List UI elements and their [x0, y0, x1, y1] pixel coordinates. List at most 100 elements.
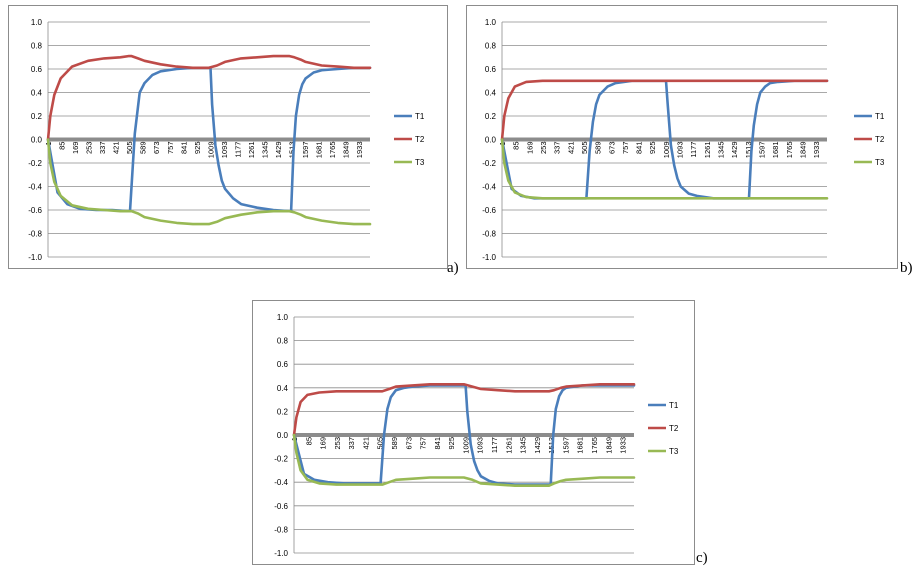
x-tick-label-c: 505	[376, 437, 385, 450]
legend-label-t2-c: T2	[669, 424, 679, 433]
x-tick-label-c: 841	[433, 437, 442, 450]
x-tick-label-c: 589	[390, 437, 399, 450]
x-tick-label-c: 253	[333, 437, 342, 450]
y-tick-label-c: -0.6	[274, 502, 288, 511]
panel-label-a: a)	[447, 260, 459, 276]
y-tick-label-a: -0.2	[28, 159, 42, 168]
x-tick-label-b: 337	[553, 142, 562, 155]
x-tick-label-a: 1765	[328, 142, 337, 159]
y-tick-label-c: 0.4	[277, 384, 289, 393]
x-tick-label-b: 1765	[785, 142, 794, 159]
x-tick-label-a: 1093	[220, 142, 229, 159]
y-tick-label-a: -0.6	[28, 206, 42, 215]
x-tick-label-b: 1009	[662, 142, 671, 159]
series-line-t2-b	[500, 79, 829, 141]
x-tick-label-b: 1933	[812, 142, 821, 159]
x-tick-label-b: 1513	[744, 142, 753, 159]
y-tick-label-a: 0.0	[31, 136, 43, 145]
x-tick-label-b: 1177	[689, 142, 698, 158]
x-tick-label-b: 1597	[757, 142, 766, 159]
x-tick-label-b: 757	[621, 142, 630, 155]
x-tick-label-c: 1345	[519, 437, 528, 454]
x-tick-label-a: 85	[58, 142, 67, 150]
y-tick-label-a: -0.4	[28, 183, 42, 192]
x-tick-label-a: 505	[125, 142, 134, 155]
x-tick-label-a: 337	[98, 142, 107, 155]
y-tick-label-c: -1.0	[274, 549, 288, 558]
x-tick-label-a: 1513	[288, 142, 297, 159]
x-tick-label-c: 1093	[476, 437, 485, 454]
y-tick-label-b: -0.6	[482, 206, 496, 215]
x-tick-label-a: 1345	[260, 142, 269, 159]
x-tick-label-c: 925	[447, 437, 456, 450]
x-tick-label-c: 1681	[576, 437, 585, 454]
x-tick-label-b: 1681	[771, 142, 780, 159]
x-tick-label-a: 1849	[342, 142, 351, 159]
x-tick-label-a: 1009	[206, 142, 215, 159]
x-tick-label-c: 1765	[590, 437, 599, 454]
y-tick-label-c: -0.4	[274, 478, 288, 487]
x-tick-label-b: 1093	[676, 142, 685, 159]
legend-label-t1-c: T1	[669, 401, 679, 410]
x-tick-label-a: 673	[152, 142, 161, 155]
line-chart-c: -1.0 -0.8 -0.6 -0.4 -0.2 0.0 0.2 0.4 0.6 0.8 1.0 1 8…	[252, 300, 695, 565]
x-tick-label-b: 85	[512, 142, 521, 150]
x-tick-label-c: 1849	[604, 437, 613, 454]
legend-label-t2-a: T2	[415, 135, 425, 144]
x-tick-label-b: 1849	[798, 142, 807, 159]
y-tick-label-c: 0.6	[277, 360, 289, 369]
legend-label-t3-a: T3	[415, 158, 425, 167]
y-tick-label-b: 0.2	[485, 112, 497, 121]
x-tick-label-c: 169	[319, 437, 328, 450]
x-tick-label-a: 253	[85, 142, 94, 155]
x-tick-label-a: 757	[166, 142, 175, 155]
x-tick-label-c: 1429	[533, 437, 542, 454]
y-tick-label-a: 0.8	[31, 42, 43, 51]
x-tick-label-c: 421	[361, 437, 370, 450]
y-tick-label-a: -1.0	[28, 253, 42, 262]
x-tick-label-b: 505	[580, 142, 589, 155]
x-tick-label-b: 589	[594, 142, 603, 155]
panel-label-c: c)	[696, 550, 708, 566]
y-tick-label-b: 1.0	[485, 18, 497, 27]
y-tick-label-c: 0.2	[277, 407, 289, 416]
line-chart-a: -1.0 -0.8 -0.6 -0.4 -0.2 0.0 0.2 0.4 0.6 0.8 1.0 1 8…	[8, 5, 448, 269]
y-tick-label-b: 0.6	[485, 65, 497, 74]
x-tick-label-b: 841	[635, 142, 644, 155]
x-tick-label-a: 421	[112, 142, 121, 155]
x-tick-label-a: 841	[179, 142, 188, 155]
y-tick-label-b: 0.4	[485, 89, 497, 98]
x-tick-label-a: 1429	[274, 142, 283, 159]
legend-label-t3-b: T3	[875, 158, 885, 167]
x-tick-label-a: 925	[193, 142, 202, 155]
y-tick-label-b: 0.0	[485, 136, 497, 145]
y-tick-label-b: -1.0	[482, 253, 496, 262]
x-tick-label-b: 1261	[703, 141, 712, 158]
x-tick-label-b: 169	[525, 142, 534, 155]
legend-label-t3-c: T3	[669, 447, 679, 456]
chart-panel-b: -1.0 -0.8 -0.6 -0.4 -0.2 0.0 0.2 0.4 0.6 0.8 1.0 1 8…	[466, 5, 912, 276]
y-tick-label-a: 0.2	[31, 112, 43, 121]
x-tick-label-a: 169	[71, 142, 80, 155]
x-tick-label-c: 1009	[461, 437, 470, 454]
y-tick-label-a: 0.6	[31, 65, 43, 74]
x-tick-label-c: 337	[347, 437, 356, 450]
x-tick-label-c: 757	[419, 437, 428, 450]
x-tick-label-a: 1261	[247, 142, 256, 159]
x-tick-label-b: 1429	[730, 142, 739, 159]
series-line-t2-c	[292, 383, 636, 437]
x-tick-label-c: 673	[404, 437, 413, 450]
x-tick-label-a: 589	[139, 142, 148, 155]
series-line-t2-a	[46, 54, 372, 141]
y-tick-label-c: 0.0	[277, 431, 289, 440]
x-tick-label-c: 1261	[504, 437, 513, 454]
series-line-t3-c	[292, 433, 636, 487]
x-tick-label-a: 1933	[355, 142, 364, 159]
x-tick-label-b: 253	[539, 142, 548, 155]
chart-frame-c	[252, 300, 695, 565]
y-tick-label-b: -0.4	[482, 183, 496, 192]
legend-label-t1-b: T1	[875, 112, 885, 121]
x-tick-label-a: 1177	[233, 142, 242, 158]
chart-frame-a	[8, 5, 448, 269]
panel-label-b: b)	[900, 260, 912, 276]
